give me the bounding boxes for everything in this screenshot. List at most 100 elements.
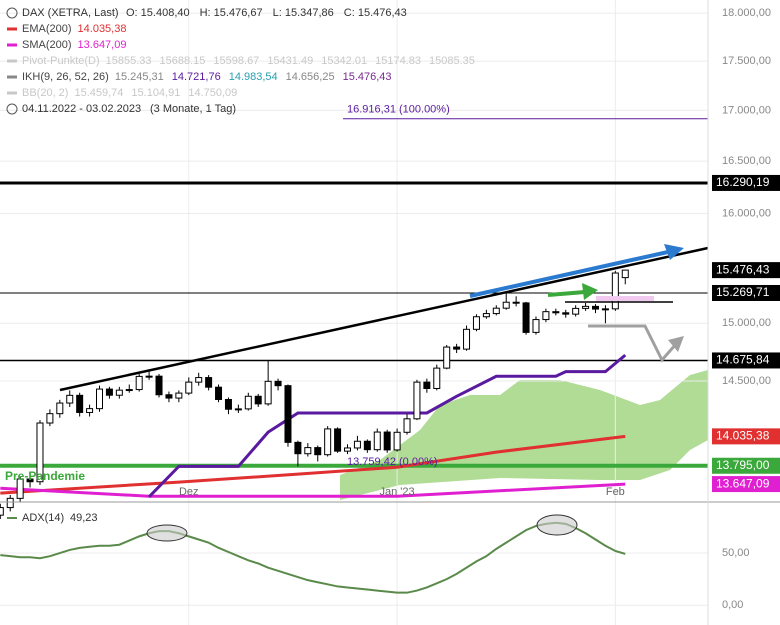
x-tick-label: Feb	[606, 486, 625, 498]
legend-value: 13.647,09	[78, 39, 127, 51]
candle-body	[304, 447, 312, 455]
level-label: 14.675,84	[716, 353, 770, 367]
level-label-box	[712, 284, 780, 301]
candle-body	[185, 381, 193, 394]
candle-body	[512, 301, 520, 304]
legend-value: 14.983,54	[229, 71, 278, 83]
candle-body	[6, 497, 14, 509]
y-tick-label: 0,00	[722, 599, 743, 611]
candle-body	[433, 367, 441, 389]
candle-body	[363, 440, 371, 451]
legend-value: 15.459,74	[74, 87, 123, 99]
level-label: 15.269,71	[716, 285, 770, 299]
blue-arrow	[469, 250, 669, 298]
candle-body	[383, 431, 391, 451]
candle-body	[334, 428, 342, 452]
adx-value: 49,23	[70, 512, 98, 524]
candle-body	[403, 418, 411, 433]
legend-value: 14.035,38	[78, 23, 127, 35]
candle-body	[542, 311, 550, 321]
legend-value: 15342.01	[321, 55, 367, 67]
candle-body	[482, 313, 490, 318]
candle-body	[16, 478, 24, 499]
indicator-line	[0, 482, 626, 498]
candle-body	[26, 478, 34, 483]
candle-body	[443, 346, 451, 369]
candle-body	[522, 302, 530, 333]
candle-body	[36, 422, 44, 483]
y-tick-label: 15.000,00	[722, 317, 771, 329]
candle-body	[353, 440, 361, 449]
legend-value: 14.656,25	[286, 71, 335, 83]
y-tick-label: 16.000,00	[722, 207, 771, 219]
candle-body	[254, 395, 262, 405]
indicator-line	[0, 434, 626, 495]
candle-body	[0, 507, 4, 516]
price-label-box	[712, 476, 780, 493]
legend-name: Pivot-Punkte(D)	[22, 55, 100, 67]
highlight	[536, 514, 578, 536]
ohlc-label: L: 15.347,86	[273, 7, 334, 19]
fib-label: 16.916,31 (100.00%)	[347, 104, 450, 116]
candle-body	[324, 428, 332, 456]
candle-body	[532, 319, 540, 333]
level-label-box	[712, 352, 780, 369]
candle-body	[205, 377, 213, 388]
y-tick-label: 14.500,00	[722, 375, 771, 387]
candle-body	[601, 308, 609, 311]
candle-body	[135, 375, 143, 391]
candle-body	[56, 402, 64, 415]
candle-body	[274, 380, 282, 387]
legend-value: 15085.35	[429, 55, 475, 67]
ohlc-label: C: 15.476,43	[344, 7, 407, 19]
y-tick-label: 17.000,00	[722, 104, 771, 116]
x-tick-label: Jan '23	[380, 486, 415, 498]
x-tick-label: Dez	[179, 486, 199, 498]
symbol-icon	[6, 7, 18, 19]
ohlc-label: O: 15.408,40	[126, 7, 190, 19]
candle-body	[423, 381, 431, 389]
candle-body	[463, 328, 471, 350]
candle-body	[393, 431, 401, 451]
candle-body	[472, 316, 480, 330]
price-label: 15.476,43	[716, 262, 770, 276]
candle-body	[46, 413, 54, 424]
trend-line	[59, 246, 709, 392]
level-label: 16.290,19	[716, 175, 770, 189]
candle-body	[284, 385, 292, 443]
candle-body	[314, 447, 322, 456]
candle-body	[413, 381, 421, 420]
y-tick-label: 50,00	[722, 547, 750, 559]
legend-value: 15.476,43	[343, 71, 392, 83]
candle-body	[86, 408, 94, 413]
candle-body	[492, 307, 500, 315]
candle-body	[66, 394, 74, 404]
candle-body	[502, 301, 510, 309]
legend-value: 14.750,09	[188, 87, 237, 99]
candle-body	[96, 388, 103, 410]
indicator-line	[148, 353, 627, 498]
legend-name: EMA(200)	[22, 23, 72, 35]
candle-body	[621, 269, 629, 279]
candle-body	[562, 312, 570, 315]
legend-value: 15855.33	[106, 55, 152, 67]
candle-body	[592, 305, 599, 310]
candle-body	[344, 447, 351, 452]
legend-value: 14.721,76	[172, 71, 221, 83]
adx-title: ADX(14)	[22, 512, 64, 524]
candle-body	[224, 398, 232, 410]
candle-body	[611, 272, 619, 310]
period-icon	[6, 103, 18, 115]
price-label: 14.035,38	[716, 429, 770, 443]
candle-body	[582, 305, 590, 309]
green-arrow	[547, 290, 586, 297]
highlight	[146, 524, 188, 542]
ohlc-label: H: 15.476,67	[200, 7, 263, 19]
price-label: 13.647,09	[716, 476, 770, 490]
candle-body	[76, 394, 84, 413]
green-arrowhead	[582, 283, 598, 300]
fib-label: 13.759,42 (0.00%)	[347, 456, 438, 468]
